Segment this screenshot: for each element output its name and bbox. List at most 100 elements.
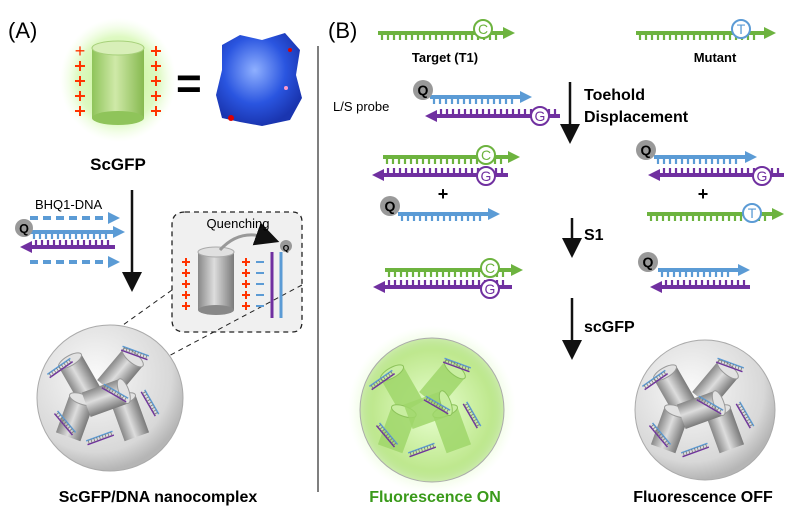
positive-charges (75, 46, 161, 116)
mutant-label: Mutant (694, 50, 737, 65)
positive-charge (242, 291, 250, 299)
mutant-base-t: T (742, 203, 762, 223)
positive-charge (151, 106, 161, 116)
dna-duplex (696, 395, 724, 415)
strand-arrowhead (772, 208, 784, 220)
nanocomplex-off (634, 339, 776, 481)
dna-duplex (46, 357, 74, 379)
dna-duplex (85, 430, 115, 446)
quenching-label: Quenching (207, 216, 270, 231)
positive-charge (151, 61, 161, 71)
quencher-q-icon: Q (280, 240, 292, 253)
positive-charge (75, 76, 85, 86)
nanocomplex-on (348, 326, 516, 494)
strand-arrowhead (511, 264, 523, 276)
quencher-q-icon: Q (413, 80, 433, 100)
step-s1: S1 (584, 227, 604, 244)
target-base-c: C (480, 258, 500, 278)
quencher-q-icon: Q (638, 252, 658, 272)
quencher-q-icon: Q (636, 140, 656, 160)
dna-duplex (641, 369, 669, 391)
positive-charge (75, 91, 85, 101)
s1-probe-purple (650, 280, 750, 293)
dna-duplex (735, 401, 755, 429)
svg-text:G: G (481, 168, 492, 184)
step-displacement: Displacement (584, 109, 689, 126)
plus-right: + (698, 184, 709, 204)
svg-text:Q: Q (643, 254, 654, 270)
dna-blue-strand (30, 226, 125, 239)
svg-text:C: C (485, 260, 495, 276)
scgfp-cylinder-icon (60, 18, 176, 142)
svg-text:T: T (748, 205, 757, 221)
probe-base-g: G (476, 166, 496, 186)
strand-arrowhead (650, 281, 662, 293)
dna-duplex (680, 442, 710, 458)
positive-charge (182, 269, 190, 277)
svg-text:Q: Q (19, 222, 29, 236)
strand-arrowhead (372, 169, 384, 181)
nanocomplex (36, 324, 184, 472)
fluorescence-on-label: Fluorescence ON (369, 489, 501, 506)
quencher-q-icon: Q (15, 219, 33, 237)
equals-sign: = (176, 59, 202, 108)
dna-duplex (368, 369, 396, 391)
svg-text:Q: Q (418, 82, 429, 98)
probe-blue-strand (430, 91, 532, 104)
probe-label: L/S probe (333, 99, 389, 114)
scgfp-label: ScGFP (90, 155, 146, 174)
dna-duplex (442, 357, 472, 373)
strand-arrowhead (520, 91, 532, 103)
positive-charge (242, 258, 250, 266)
svg-text:C: C (481, 147, 491, 163)
panel-b-label: (B) (328, 18, 357, 43)
quenching-inset (94, 211, 303, 359)
mutant-free-strand (647, 208, 784, 221)
dna-duplex (375, 422, 399, 448)
strand-arrowhead (425, 110, 437, 122)
strand-arrowhead (488, 208, 500, 220)
dna-duplex (648, 422, 672, 448)
dna-dashed-top (30, 212, 120, 224)
probe-base-g: G (530, 106, 550, 126)
positive-charge (75, 106, 85, 116)
quencher-q-icon: Q (380, 196, 400, 216)
svg-text:Q: Q (283, 243, 290, 253)
positive-charge (75, 61, 85, 71)
target-probe-green (383, 151, 520, 164)
strand-arrowhead (108, 256, 120, 268)
dna-duplex (120, 345, 150, 361)
positive-charge (242, 302, 250, 310)
positive-charge (151, 76, 161, 86)
svg-text:T: T (737, 21, 746, 37)
step-toehold: Toehold (584, 87, 645, 104)
positive-charge-symbol: + (75, 41, 86, 61)
target-strand (378, 27, 515, 40)
positive-charge (182, 302, 190, 310)
strand-arrowhead (764, 27, 776, 39)
svg-text:G: G (757, 168, 768, 184)
strand-arrowhead (20, 241, 32, 253)
dna-duplex (101, 383, 129, 403)
strand-arrowhead (738, 264, 750, 276)
dna-duplex (53, 410, 77, 436)
plus-left: + (438, 184, 449, 204)
s1-probe-blue (658, 264, 750, 277)
bhq1-dna-label: BHQ1-DNA (35, 197, 103, 212)
fluorescence-off-label: Fluorescence OFF (633, 489, 773, 506)
svg-text:Q: Q (385, 198, 396, 214)
positive-charge (242, 269, 250, 277)
released-blue-strand (398, 208, 500, 221)
positive-charge (151, 91, 161, 101)
strand-arrowhead (108, 212, 120, 224)
strand-arrowhead (745, 151, 757, 163)
target-label: Target (T1) (412, 50, 478, 65)
svg-text:Q: Q (641, 142, 652, 158)
dna-duplex (462, 401, 482, 429)
s1-green-strand (385, 264, 523, 277)
dna-purple-strand (20, 240, 115, 253)
mutant-base-t: T (731, 19, 751, 39)
positive-charge (242, 280, 250, 288)
positive-charge (182, 258, 190, 266)
